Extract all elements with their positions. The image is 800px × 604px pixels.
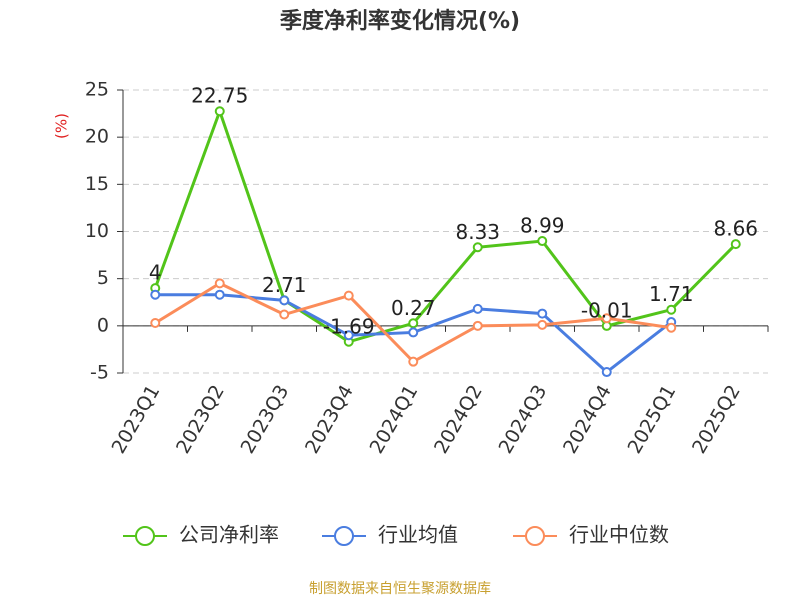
data-point <box>601 313 612 324</box>
x-tick-label: 2024Q4 <box>559 381 616 457</box>
data-label: 8.99 <box>520 214 565 238</box>
data-point <box>472 242 483 253</box>
x-tick-label: 2025Q1 <box>624 381 681 457</box>
data-point <box>279 309 290 320</box>
data-label: -1.69 <box>323 314 375 338</box>
legend-marker <box>135 526 155 546</box>
x-tick-label: 2024Q2 <box>430 381 487 457</box>
data-point <box>537 308 548 319</box>
y-tick-label: 15 <box>85 173 109 195</box>
chart-title: 季度净利率变化情况(%) <box>280 8 520 34</box>
data-point <box>214 278 225 289</box>
data-point <box>150 289 161 300</box>
y-axis-label: (%) <box>53 113 71 139</box>
data-point <box>666 304 677 315</box>
data-point <box>537 236 548 247</box>
y-tick-label: 10 <box>85 220 109 242</box>
data-label: 22.75 <box>191 84 248 108</box>
series-line <box>153 106 737 344</box>
data-label: 8.33 <box>455 220 500 244</box>
data-label: 8.66 <box>713 217 758 241</box>
x-tick-label: 2024Q3 <box>495 381 552 457</box>
source-note: 制图数据来自恒生聚源数据库 <box>309 581 491 597</box>
legend-marker <box>334 526 354 546</box>
y-tick-label: 20 <box>85 126 109 148</box>
y-tick-label: 5 <box>97 267 109 289</box>
x-tick-label: 2023Q1 <box>108 381 165 457</box>
y-tick-label: 25 <box>85 79 109 101</box>
legend-label: 公司净利率 <box>179 523 279 547</box>
data-point <box>343 290 354 301</box>
data-point <box>279 295 290 306</box>
data-point <box>472 320 483 331</box>
data-point <box>150 318 161 329</box>
data-point <box>666 322 677 333</box>
data-point <box>408 327 419 338</box>
legend-marker <box>525 526 545 546</box>
data-point <box>408 318 419 329</box>
data-point <box>472 303 483 314</box>
data-point <box>537 319 548 330</box>
y-tick-label: -5 <box>90 362 109 384</box>
data-point <box>214 106 225 117</box>
y-tick-label: 0 <box>97 314 109 336</box>
data-point <box>343 330 354 341</box>
x-tick-label: 2023Q3 <box>237 381 294 457</box>
x-tick-label: 2024Q1 <box>366 381 423 457</box>
data-point <box>214 289 225 300</box>
data-label: 4 <box>149 261 162 285</box>
data-label: 0.27 <box>391 296 436 320</box>
legend-label: 行业中位数 <box>569 523 669 547</box>
legend-label: 行业均值 <box>378 523 458 547</box>
x-tick-label: 2025Q2 <box>688 381 745 457</box>
data-label: -0.01 <box>581 298 633 322</box>
data-label: 1.71 <box>649 282 694 306</box>
data-label: 2.71 <box>262 273 307 297</box>
data-point <box>601 367 612 378</box>
x-tick-label: 2023Q4 <box>301 381 358 457</box>
data-point <box>730 239 741 250</box>
x-tick-label: 2023Q2 <box>172 381 229 457</box>
data-point <box>408 356 419 367</box>
